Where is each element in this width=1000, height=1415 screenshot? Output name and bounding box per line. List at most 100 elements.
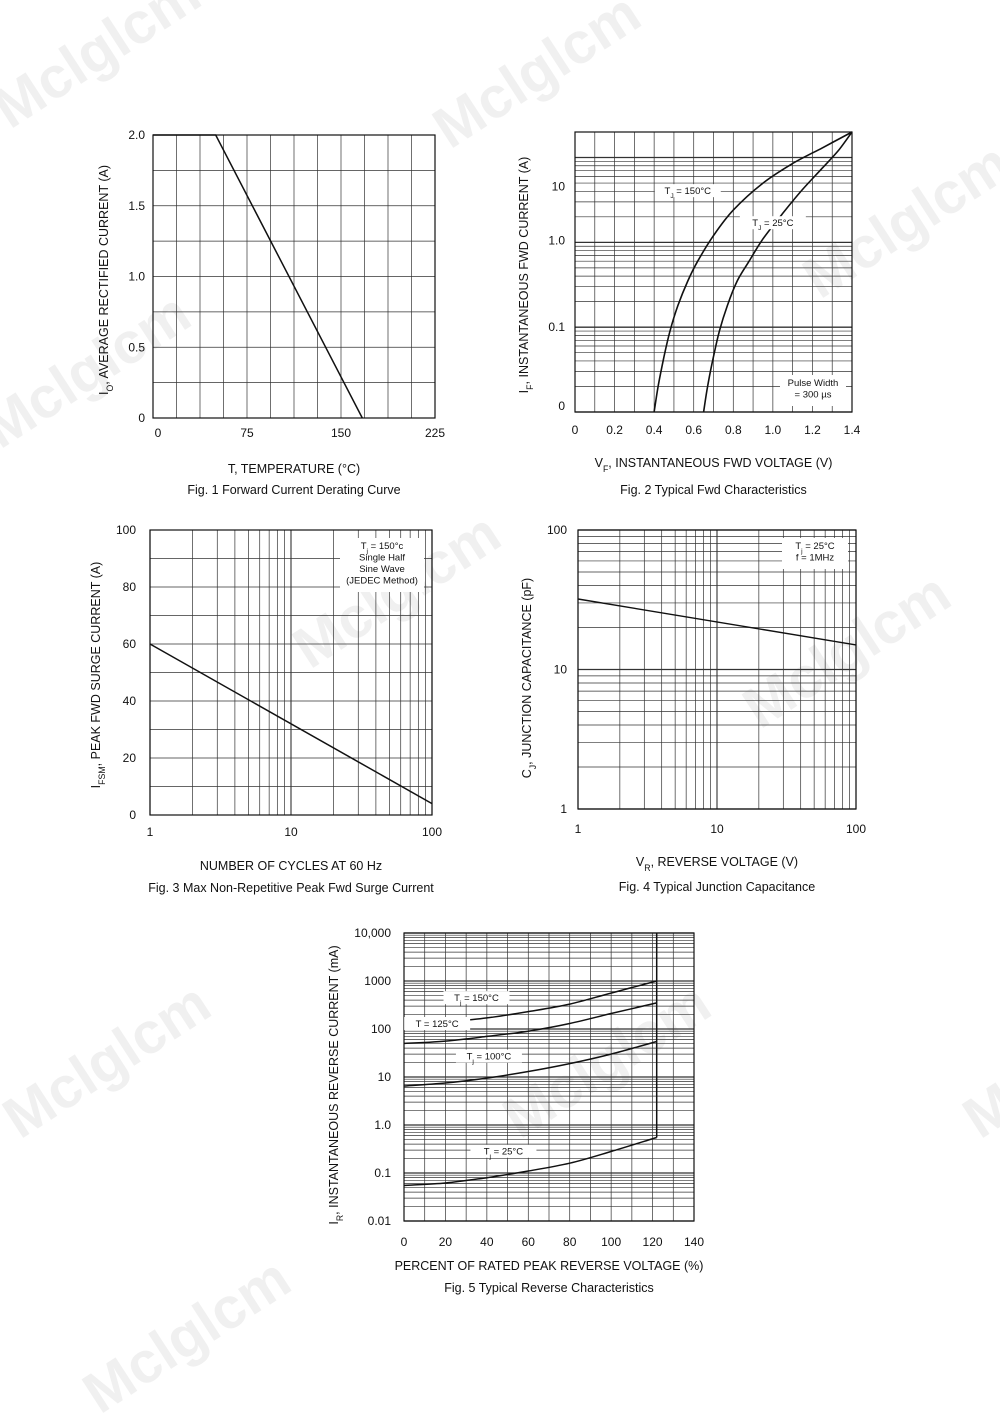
series-line [702,131,853,413]
gridlines [403,932,695,1222]
figure-caption: Fig. 1 Forward Current Derating Curve [187,483,400,497]
chart-fig3-surge: 1 10 100 0 20 40 60 80 100 NUMBER OF CYCLES AT 60… [89,523,442,895]
y-tick-label: 0 [129,808,136,822]
legend-line: f = 1MHz [796,553,835,564]
watermark: Mclglcm [0,970,222,1151]
legend-line: Pulse Width [788,378,839,389]
x-tick-label: 100 [422,825,442,839]
chart-fig5-reverse: 0 20 40 60 80 100 120 140 0.01 0.1 1.0 10 100 1000 10,… [327,926,704,1295]
x-tick-label: 0.4 [646,423,663,437]
y-tick-label: 0.5 [128,340,145,354]
watermark: Mclglcm [732,560,962,741]
series-line [153,134,363,419]
x-tick-label: 225 [425,426,445,440]
watermark: Mclglcm [0,0,212,141]
y-tick-label: 1.5 [128,199,145,213]
series-line [577,598,857,646]
y-tick-label: 1.0 [548,233,565,247]
y-tick-label: 1 [560,802,567,816]
y-tick-label: 1.0 [128,270,145,284]
plot-frame [149,529,433,816]
watermark: Mclglcm [952,970,1000,1151]
curve-annotation: TJ = 150°C [665,186,712,200]
y-tick-label: 1.0 [374,1118,391,1132]
figure-caption: Fig. 2 Typical Fwd Characteristics [620,483,807,497]
y-tick-label: 0.1 [374,1166,391,1180]
x-tick-label: 10 [284,825,298,839]
y-tick-label: 100 [116,523,136,537]
watermark: Mclglcm [72,1245,302,1415]
y-tick-label: 10,000 [354,926,391,940]
legend-line: (JEDEC Method) [346,576,418,587]
y-axis-title: CJ, JUNCTION CAPACITANCE (pF) [520,578,538,778]
chart-fig4-capacitance: 1 10 100 1 10 100 VR, REVERSE VOLTAGE (V) CJ, J… [520,523,866,894]
x-tick-label: 60 [522,1235,536,1249]
legend-box [780,375,846,406]
x-axis-title: NUMBER OF CYCLES AT 60 Hz [200,859,382,873]
figure-caption: Fig. 5 Typical Reverse Characteristics [444,1281,654,1295]
y-tick-label: 100 [371,1022,391,1036]
watermark: Mclglcm [492,970,722,1151]
y-tick-label: 10 [554,663,568,677]
x-tick-label: 0.6 [685,423,702,437]
legend-line: Single Half [359,553,405,564]
x-tick-label: 80 [563,1235,577,1249]
legend-line: Sine Wave [359,564,405,575]
annotation-bg [404,1017,471,1031]
series-line [403,1040,657,1087]
curve-annotation: T = 125°C [416,1019,459,1030]
y-axis-title: IFSM, PEAK FWD SURGE CURRENT (A) [89,562,107,789]
figure-caption: Fig. 4 Typical Junction Capacitance [619,880,815,894]
legend-box [340,538,424,592]
x-axis-title: VF, INSTANTANEOUS FWD VOLTAGE (V) [595,456,833,474]
figure-caption: Fig. 3 Max Non-Repetitive Peak Fwd Surge… [148,881,434,895]
plot-frame [577,529,857,810]
legend-line: = 300 µs [795,390,832,401]
x-axis-title: VR, REVERSE VOLTAGE (V) [636,855,798,873]
y-tick-label: 10 [552,180,566,194]
y-axis-title: IR, INSTANTANEOUS REVERSE CURRENT (mA) [327,945,345,1224]
x-tick-label: 140 [684,1235,704,1249]
curve-annotation: Tj = 150°C [454,993,499,1007]
x-tick-label: 1.0 [765,423,782,437]
x-tick-label: 1 [575,822,582,836]
curve-annotation: TJ = 25°C [752,218,793,232]
gridlines [577,529,857,810]
x-axis-title: T, TEMPERATURE (°C) [228,462,360,476]
y-tick-label: 0 [138,411,145,425]
x-tick-label: 1.2 [804,423,821,437]
x-tick-label: 10 [710,822,724,836]
x-tick-label: 120 [643,1235,663,1249]
y-tick-label: 20 [123,751,137,765]
y-tick-label: 100 [547,523,567,537]
y-tick-label: 40 [123,694,137,708]
chart-fig1-derating: 0 75 150 225 0 0.5 1.0 1.5 2.0 T, TEMPERATURE (°C… [97,128,445,497]
plot-frame [574,131,853,413]
x-tick-label: 75 [240,426,254,440]
annotation-bg [654,184,721,198]
y-tick-label: 0.01 [368,1214,392,1228]
x-tick-label: 0 [155,426,162,440]
x-tick-label: 0 [572,423,579,437]
x-tick-label: 0.2 [606,423,623,437]
chart-fig2-forward: 0 0.2 0.4 0.6 0.8 1.0 1.2 1.4 0 0.1 1.0 10 VF, INSTA… [517,131,861,497]
plot-frame [152,134,436,419]
x-tick-label: 40 [480,1235,494,1249]
series-line [403,1136,657,1187]
y-axis-title: IO, AVERAGE RECTIFIED CURRENT (A) [97,165,115,395]
y-tick-label: 60 [123,637,137,651]
curve-annotation: Tj = 25°C [484,1147,523,1161]
y-tick-label: 2.0 [128,128,145,142]
y-tick-label: 0.1 [548,320,565,334]
gridlines [152,134,436,419]
annotation-bg [739,216,806,230]
y-tick-label: 0 [558,399,565,413]
plot-frame [403,932,695,1222]
annotation-bg [443,991,510,1005]
x-tick-label: 0.8 [725,423,742,437]
y-tick-label: 10 [378,1070,392,1084]
x-axis-title: PERCENT OF RATED PEAK REVERSE VOLTAGE (%… [395,1259,704,1273]
x-tick-label: 100 [846,822,866,836]
curve-annotation: Tj = 100°C [467,1052,512,1066]
